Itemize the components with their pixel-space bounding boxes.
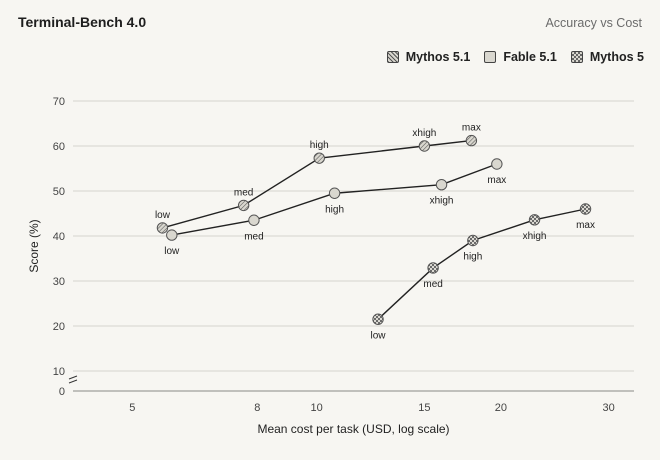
data-point (492, 159, 502, 169)
y-tick-label: 10 (53, 366, 65, 378)
x-axis-title: Mean cost per task (USD, log scale) (257, 422, 449, 436)
y-tick-label: 60 (53, 141, 65, 153)
axis-break-icon (69, 376, 77, 383)
data-label: max (487, 175, 506, 186)
series-mythos-5: low med high xhigh max (371, 204, 595, 341)
series-fable-5-1: low med high xhigh max (164, 159, 506, 257)
x-tick-label: 20 (495, 402, 507, 414)
data-label: low (164, 246, 180, 257)
y-tick-label: 70 (53, 96, 65, 108)
x-tick-label: 30 (603, 402, 615, 414)
x-tick-label: 10 (310, 402, 322, 414)
data-label: max (576, 220, 595, 231)
data-label: high (310, 140, 329, 151)
data-point (314, 153, 324, 163)
y-tick-label: 30 (53, 276, 65, 288)
data-point (238, 200, 248, 210)
data-label: med (423, 279, 442, 290)
x-tick-label: 5 (129, 402, 135, 414)
data-label: xhigh (523, 231, 547, 242)
data-point (329, 188, 339, 198)
data-point (466, 135, 476, 145)
data-point (529, 215, 539, 225)
data-point (373, 314, 383, 324)
series-line (378, 209, 585, 319)
data-point (419, 141, 429, 151)
data-point (428, 263, 438, 273)
data-label: med (234, 187, 253, 198)
y-tick-label: 50 (53, 186, 65, 198)
y-axis-title: Score (%) (27, 219, 41, 272)
data-point (436, 180, 446, 190)
y-tick-label: 20 (53, 321, 65, 333)
data-label: high (325, 204, 344, 215)
data-label: med (244, 231, 263, 242)
series-mythos-5-1: low med high xhigh max (155, 123, 481, 233)
x-tick-label: 8 (254, 402, 260, 414)
data-point (167, 230, 177, 240)
data-point (157, 223, 167, 233)
data-point (468, 235, 478, 245)
data-label: low (371, 330, 387, 341)
y-tick-label: 40 (53, 231, 65, 243)
x-tick-label: 15 (418, 402, 430, 414)
y-tick-label: 0 (59, 386, 65, 398)
data-label: max (462, 123, 481, 134)
data-label: xhigh (430, 196, 454, 207)
data-point (249, 215, 259, 225)
data-point (580, 204, 590, 214)
data-label: high (463, 252, 482, 263)
data-label: xhigh (412, 128, 436, 139)
data-label: low (155, 210, 171, 221)
